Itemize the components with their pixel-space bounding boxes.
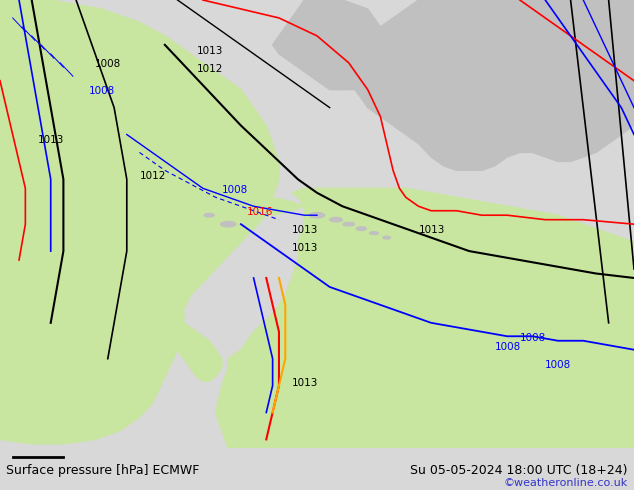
Text: 1008: 1008 — [89, 86, 115, 96]
Text: 1013: 1013 — [292, 378, 318, 388]
Text: 1013: 1013 — [418, 225, 445, 235]
Polygon shape — [216, 188, 634, 448]
Polygon shape — [82, 125, 114, 242]
Text: 1008: 1008 — [222, 185, 248, 195]
Ellipse shape — [221, 221, 236, 227]
Polygon shape — [273, 0, 380, 90]
Polygon shape — [0, 0, 279, 444]
Text: 1008: 1008 — [495, 342, 521, 352]
Text: ©weatheronline.co.uk: ©weatheronline.co.uk — [503, 477, 628, 488]
Text: 1013: 1013 — [38, 135, 65, 146]
Ellipse shape — [356, 227, 366, 230]
Polygon shape — [342, 0, 634, 171]
Text: 1013: 1013 — [197, 46, 223, 56]
Text: 1013: 1013 — [292, 243, 318, 253]
Text: Su 05-05-2024 18:00 UTC (18+24): Su 05-05-2024 18:00 UTC (18+24) — [410, 465, 628, 477]
Ellipse shape — [204, 214, 214, 217]
Text: 1008: 1008 — [545, 360, 571, 369]
Text: 1008: 1008 — [520, 333, 546, 343]
Ellipse shape — [383, 236, 391, 239]
Polygon shape — [216, 197, 304, 215]
Text: 1012: 1012 — [139, 172, 166, 181]
Ellipse shape — [330, 218, 342, 222]
Text: 1013: 1013 — [292, 225, 318, 235]
Polygon shape — [178, 323, 222, 381]
Text: 1012: 1012 — [197, 64, 223, 74]
Ellipse shape — [309, 213, 325, 218]
Text: 1008: 1008 — [95, 59, 121, 69]
Text: Surface pressure [hPa] ECMWF: Surface pressure [hPa] ECMWF — [6, 465, 200, 477]
Ellipse shape — [343, 222, 354, 226]
Ellipse shape — [370, 232, 378, 235]
Text: 1016: 1016 — [247, 207, 274, 217]
